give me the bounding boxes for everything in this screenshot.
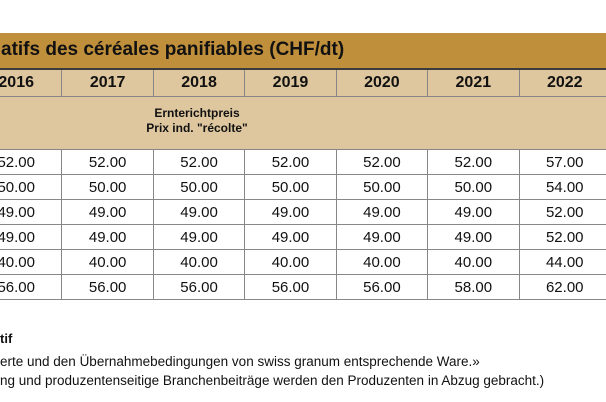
price-cell: 58.00 (428, 275, 520, 299)
price-cell: 52.00 (245, 150, 337, 174)
year-header-cell: 2016 (0, 70, 63, 96)
year-header-cell: 2018 (154, 70, 246, 96)
price-cell: 49.00 (0, 225, 63, 249)
table-row: 50.00 50.00 50.00 50.00 50.00 50.00 54.0… (0, 175, 606, 200)
subheader-label: Ernterichtpreis Prix ind. "récolte" (146, 106, 247, 136)
price-cell: 52.00 (62, 150, 154, 174)
price-cell: 44.00 (520, 250, 606, 274)
price-cell: 52.00 (520, 200, 606, 224)
price-cell: 56.00 (245, 275, 337, 299)
price-cell: 50.00 (0, 175, 63, 199)
table-row: 56.00 56.00 56.00 56.00 56.00 58.00 62.0… (0, 275, 606, 300)
price-cell: 56.00 (0, 275, 63, 299)
price-cell: 52.00 (428, 150, 520, 174)
price-cell: 62.00 (520, 275, 606, 299)
price-cell: 50.00 (154, 175, 246, 199)
price-cell: 57.00 (520, 150, 606, 174)
table-row: 52.00 52.00 52.00 52.00 52.00 52.00 57.0… (0, 150, 606, 175)
footer-note-line2: ng und produzentenseitige Branchenbeiträ… (0, 373, 545, 388)
page-title: atifs des céréales panifiables (CHF/dt) (1, 39, 345, 60)
price-cell: 52.00 (0, 150, 63, 174)
price-cell: 49.00 (154, 200, 246, 224)
footer-note-line1: erte und den Übernahmebedingungen von sw… (0, 354, 480, 369)
year-header-cell: 2022 (520, 70, 606, 96)
price-cell: 49.00 (0, 200, 63, 224)
price-cell: 56.00 (337, 275, 429, 299)
price-cell: 40.00 (154, 250, 246, 274)
price-grid: 52.00 52.00 52.00 52.00 52.00 52.00 57.0… (0, 150, 606, 300)
subheader-line-fr: Prix ind. "récolte" (146, 121, 248, 135)
price-cell: 40.00 (0, 250, 63, 274)
price-cell: 49.00 (428, 225, 520, 249)
price-cell: 56.00 (62, 275, 154, 299)
year-header-row: 2016 2017 2018 2019 2020 2021 2022 (0, 70, 606, 97)
price-cell: 56.00 (154, 275, 246, 299)
price-table: 2016 2017 2018 2019 2020 2021 2022 Ernte… (0, 70, 606, 300)
year-header-cell: 2020 (337, 70, 429, 96)
price-cell: 49.00 (245, 225, 337, 249)
table-title-bar: atifs des céréales panifiables (CHF/dt) (0, 33, 606, 70)
price-cell: 52.00 (520, 225, 606, 249)
year-header-cell: 2021 (428, 70, 520, 96)
price-cell: 52.00 (154, 150, 246, 174)
footer-label: tif (0, 331, 13, 346)
price-cell: 49.00 (337, 225, 429, 249)
price-cell: 49.00 (62, 200, 154, 224)
price-cell: 49.00 (154, 225, 246, 249)
table-row: 49.00 49.00 49.00 49.00 49.00 49.00 52.0… (0, 225, 606, 250)
price-cell: 54.00 (520, 175, 606, 199)
price-cell: 49.00 (428, 200, 520, 224)
subheader-row: Ernterichtpreis Prix ind. "récolte" (0, 97, 606, 150)
price-cell: 50.00 (245, 175, 337, 199)
year-header-cell: 2017 (62, 70, 154, 96)
price-cell: 49.00 (245, 200, 337, 224)
table-row: 40.00 40.00 40.00 40.00 40.00 40.00 44.0… (0, 250, 606, 275)
subheader-line-de: Ernterichtpreis (154, 106, 240, 120)
table-row: 49.00 49.00 49.00 49.00 49.00 49.00 52.0… (0, 200, 606, 225)
price-cell: 40.00 (428, 250, 520, 274)
price-cell: 52.00 (337, 150, 429, 174)
price-cell: 50.00 (62, 175, 154, 199)
price-cell: 49.00 (62, 225, 154, 249)
year-header-cell: 2019 (245, 70, 337, 96)
price-cell: 40.00 (337, 250, 429, 274)
price-cell: 50.00 (337, 175, 429, 199)
price-cell: 40.00 (245, 250, 337, 274)
price-cell: 40.00 (62, 250, 154, 274)
price-cell: 50.00 (428, 175, 520, 199)
price-cell: 49.00 (337, 200, 429, 224)
